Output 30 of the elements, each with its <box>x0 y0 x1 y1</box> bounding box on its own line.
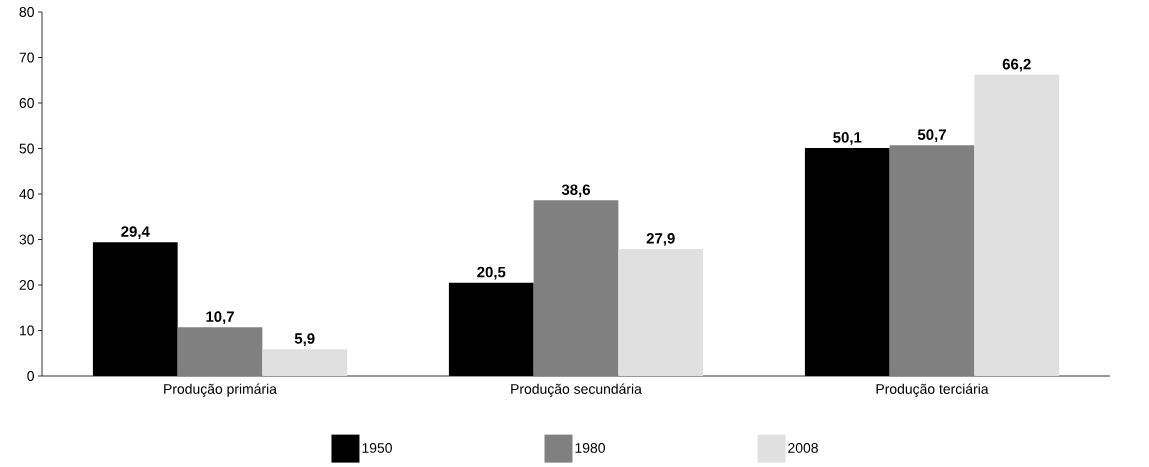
bar <box>262 349 348 376</box>
y-tick-label: 50 <box>19 143 34 154</box>
data-label: 10,7 <box>206 311 234 325</box>
x-tick-label: Produção terciária <box>876 383 989 397</box>
data-label: 29,4 <box>121 226 150 240</box>
y-tick-label: 20 <box>19 280 34 290</box>
y-tick-label: 60 <box>19 98 34 108</box>
bar <box>533 200 619 376</box>
data-label: 5,9 <box>294 333 315 346</box>
legend-label: 1950 <box>362 442 392 453</box>
y-tick-label: 0 <box>27 371 34 381</box>
data-label: 20,5 <box>477 266 506 280</box>
bar <box>177 327 263 376</box>
bar <box>974 74 1060 376</box>
data-label: 50,1 <box>833 132 862 145</box>
data-label: 66,2 <box>1002 58 1031 72</box>
y-tick-label: 40 <box>19 189 34 199</box>
legend-label: 2008 <box>788 442 818 453</box>
data-label: 38,6 <box>561 184 590 198</box>
data-label: 27,9 <box>646 233 675 246</box>
y-tick-label: 80 <box>19 7 34 17</box>
data-label: 50,7 <box>917 129 946 143</box>
y-tick-label: 10 <box>20 325 34 336</box>
y-tick-label: 30 <box>19 234 34 245</box>
bar <box>618 249 704 376</box>
legend-label: 1980 <box>575 442 605 453</box>
bar <box>889 145 975 376</box>
y-tick-label: 70 <box>19 52 34 63</box>
x-tick-label: Produção secundária <box>511 383 642 397</box>
x-tick-label: Produção primária <box>164 383 277 397</box>
